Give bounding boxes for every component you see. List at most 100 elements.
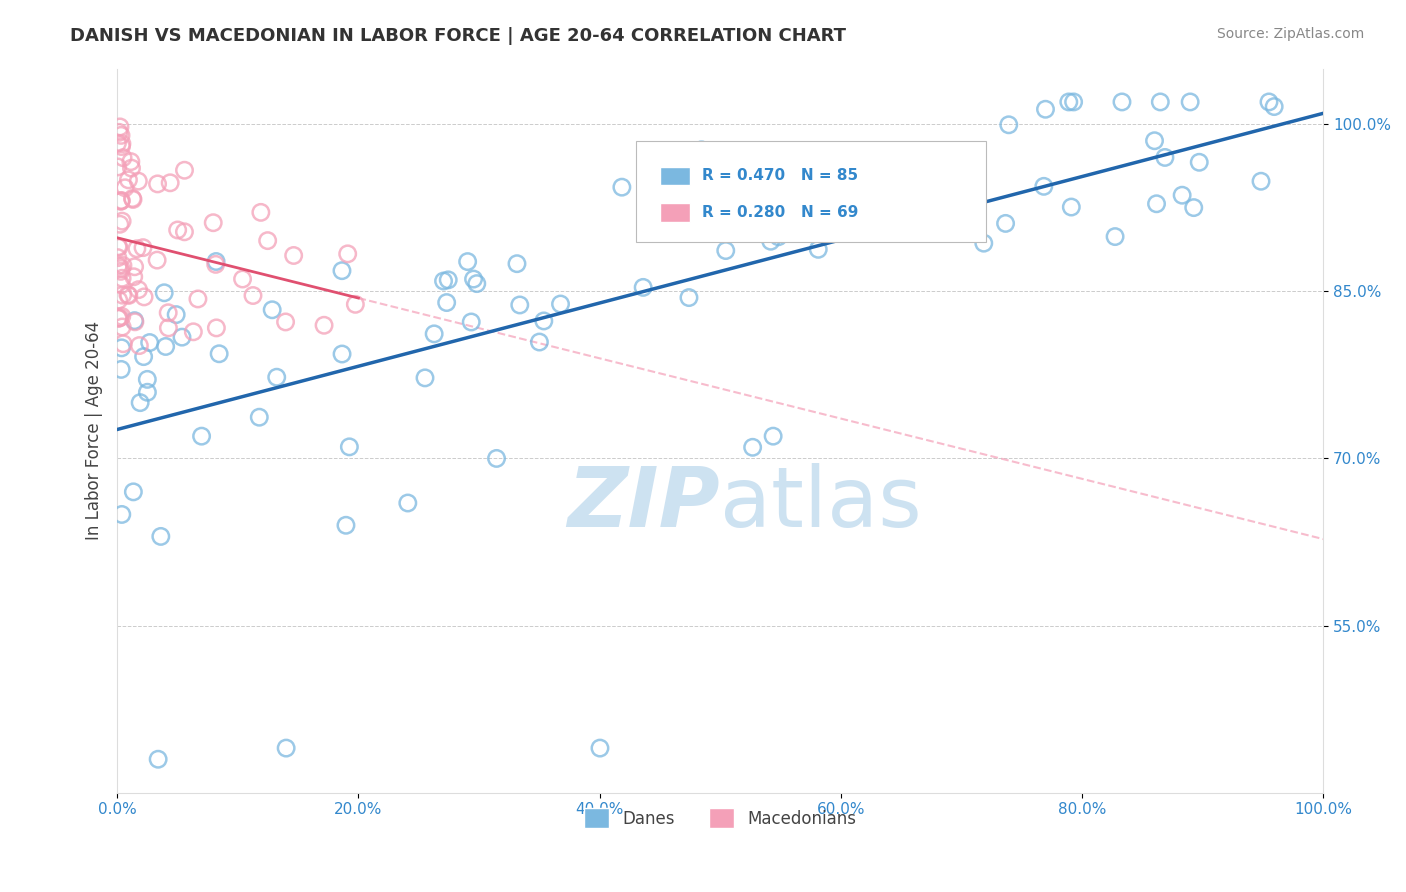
Point — [205, 321, 228, 335]
Point — [1111, 95, 1133, 109]
Point — [112, 336, 135, 351]
Point — [122, 484, 145, 499]
Point — [610, 180, 633, 194]
Point — [110, 277, 132, 292]
Point — [128, 283, 150, 297]
Point — [128, 338, 150, 352]
Point — [807, 243, 830, 257]
Point — [111, 320, 134, 334]
Point — [146, 177, 169, 191]
Point — [692, 227, 714, 241]
Point — [124, 260, 146, 274]
Point — [396, 496, 419, 510]
Point — [973, 236, 995, 251]
Point — [127, 174, 149, 188]
Point — [138, 335, 160, 350]
Point — [108, 217, 131, 231]
Point — [276, 741, 298, 756]
Point — [136, 385, 159, 400]
Point — [631, 280, 654, 294]
Point — [1171, 188, 1194, 202]
Point — [956, 162, 979, 177]
Point — [170, 330, 193, 344]
Point — [107, 293, 129, 307]
Point — [122, 193, 145, 207]
Point — [529, 334, 551, 349]
Point — [1060, 200, 1083, 214]
Point — [1250, 174, 1272, 188]
Point — [533, 314, 555, 328]
Point — [111, 136, 134, 151]
Point — [247, 410, 270, 425]
Point — [107, 259, 129, 273]
Point — [1263, 99, 1285, 113]
Point — [132, 241, 155, 255]
Point — [108, 125, 131, 139]
Point — [129, 395, 152, 409]
Text: DANISH VS MACEDONIAN IN LABOR FORCE | AGE 20-64 CORRELATION CHART: DANISH VS MACEDONIAN IN LABOR FORCE | AG… — [70, 27, 846, 45]
Point — [107, 136, 129, 151]
Point — [110, 194, 132, 208]
Point — [457, 254, 479, 268]
Point — [107, 160, 129, 174]
Point — [110, 139, 132, 153]
Point — [110, 194, 132, 208]
Point — [762, 429, 785, 443]
Point — [465, 277, 488, 291]
Point — [208, 347, 231, 361]
Point — [118, 288, 141, 302]
Point — [423, 326, 446, 341]
Point — [250, 205, 273, 219]
Point — [110, 194, 132, 208]
Point — [768, 229, 790, 244]
Point — [125, 242, 148, 256]
Point — [1035, 102, 1057, 116]
Point — [117, 173, 139, 187]
Y-axis label: In Labor Force | Age 20-64: In Labor Force | Age 20-64 — [86, 321, 103, 541]
Text: R = 0.280   N = 69: R = 0.280 N = 69 — [702, 205, 859, 220]
Point — [173, 163, 195, 178]
Point — [509, 298, 531, 312]
Point — [437, 273, 460, 287]
Point — [187, 292, 209, 306]
Point — [108, 310, 131, 325]
Point — [330, 347, 353, 361]
Point — [485, 451, 508, 466]
Point — [183, 325, 205, 339]
Point — [550, 297, 572, 311]
Point — [904, 219, 927, 234]
FancyBboxPatch shape — [659, 167, 690, 185]
Text: atlas: atlas — [720, 462, 922, 543]
Point — [943, 224, 966, 238]
Point — [994, 216, 1017, 230]
Point — [862, 221, 884, 235]
Point — [714, 244, 737, 258]
Point — [1188, 155, 1211, 169]
Text: ZIP: ZIP — [568, 462, 720, 543]
Point — [124, 313, 146, 327]
Point — [413, 371, 436, 385]
Point — [336, 247, 359, 261]
Point — [124, 315, 146, 329]
Point — [266, 370, 288, 384]
Point — [1057, 95, 1080, 109]
Point — [1143, 134, 1166, 148]
Point — [1154, 151, 1177, 165]
Point — [1063, 95, 1085, 109]
Point — [204, 257, 226, 271]
Point — [283, 248, 305, 262]
Point — [344, 297, 367, 311]
Point — [146, 752, 169, 766]
Point — [205, 254, 228, 268]
Point — [121, 192, 143, 206]
Point — [274, 315, 297, 329]
Point — [190, 429, 212, 443]
Point — [111, 259, 134, 273]
Point — [110, 128, 132, 143]
Point — [111, 288, 134, 302]
Point — [111, 271, 134, 285]
Point — [1104, 229, 1126, 244]
Point — [132, 290, 155, 304]
Point — [108, 120, 131, 134]
Point — [312, 318, 335, 333]
